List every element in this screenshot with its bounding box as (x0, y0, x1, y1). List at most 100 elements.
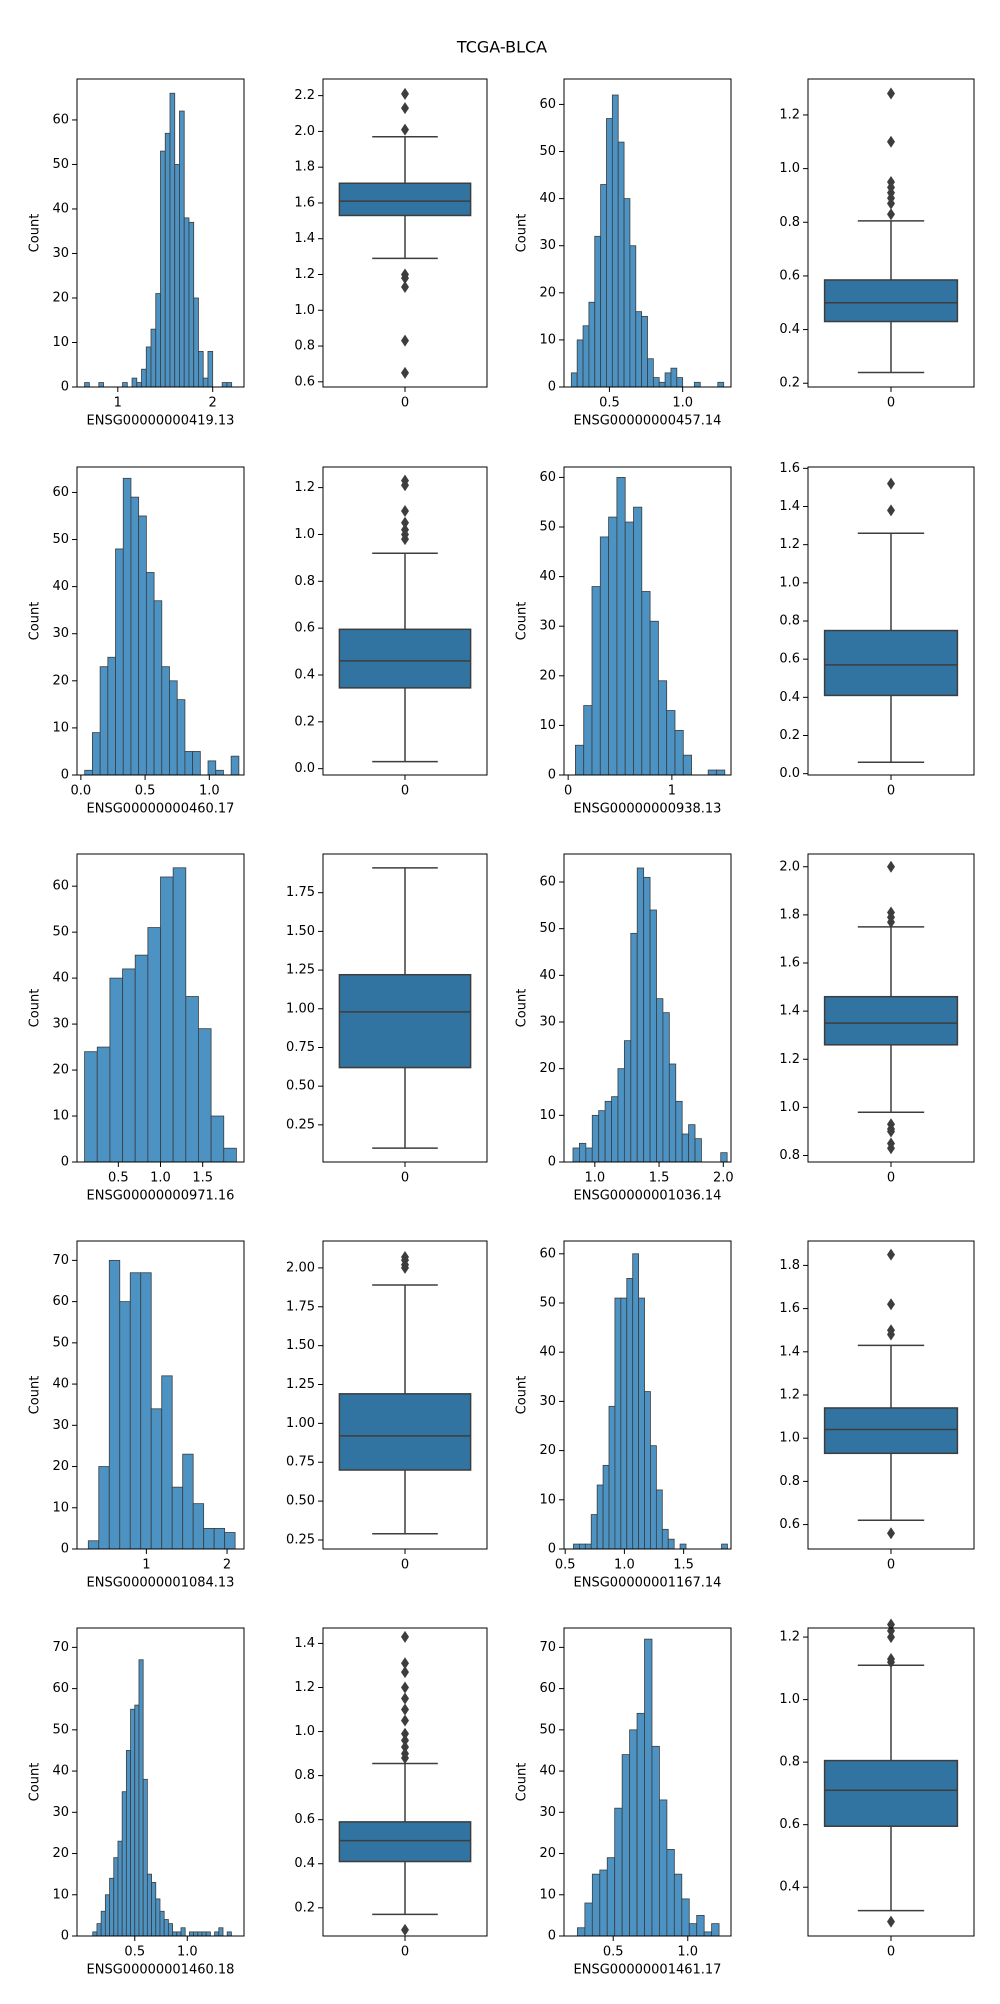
histogram-bar (657, 680, 668, 776)
histogram-bar (662, 1012, 670, 1163)
axes-frame (563, 853, 732, 1163)
histogram-bar (203, 1527, 215, 1550)
box (338, 1393, 472, 1471)
y-tick-label: 0 (548, 1155, 556, 1170)
x-tick-label: 2 (209, 396, 217, 411)
x-tick-label: 1.5 (649, 1171, 670, 1186)
histogram-bar (96, 1046, 111, 1163)
histogram-bar (155, 293, 161, 388)
axes-frame (322, 1627, 488, 1937)
axes-frame (807, 466, 975, 776)
histogram-bar (108, 1259, 121, 1550)
histogram-bar (130, 1708, 136, 1937)
histogram-bar (578, 1543, 586, 1550)
y-tick-label: 0.6 (779, 652, 800, 667)
histogram-bar (98, 382, 104, 388)
histogram-bar (679, 1543, 687, 1550)
y-tick-label: 0.2 (294, 1900, 315, 1915)
y-tick-label: 40 (52, 1764, 69, 1779)
y-tick-label: 1.00 (286, 1416, 315, 1431)
histogram-bar (169, 680, 178, 776)
outlier (401, 1740, 409, 1753)
axes-frame (322, 853, 488, 1163)
y-tick-label: 1.2 (779, 1388, 800, 1403)
y-tick-label: 60 (539, 1681, 556, 1696)
x-axis-label: ENSG00000001084.13 (87, 1576, 235, 1591)
y-tick-label: 1.50 (286, 1338, 315, 1353)
histogram-bar (599, 536, 610, 776)
histogram-bar (226, 1931, 232, 1937)
x-tick-label: 0.5 (599, 396, 620, 411)
outlier (887, 1125, 895, 1138)
subplot: 0 10 20 30 40 50 60 70 Count 0.5 1.0 ENSG0000000146… (515, 1627, 732, 1978)
histogram-bar (673, 1873, 683, 1937)
histogram-bar (92, 732, 101, 776)
y-tick-label: 2.0 (294, 124, 315, 139)
y-tick-label: 0.8 (294, 1768, 315, 1783)
histogram-bar (583, 705, 593, 776)
x-tick-label: 0.5 (124, 1945, 145, 1960)
histogram-bar (145, 346, 152, 388)
x-tick-label: 0 (887, 784, 895, 799)
y-tick-label: 1.2 (779, 1630, 800, 1645)
histogram-bar (629, 1729, 638, 1937)
histogram-bar (169, 92, 176, 388)
histogram-bar (626, 1277, 634, 1550)
histogram-bar (608, 1405, 616, 1550)
histogram-bar (142, 1778, 148, 1937)
histogram-bar (652, 377, 660, 388)
histogram-bar (117, 1840, 123, 1937)
histogram-bar (624, 521, 634, 776)
outlier (401, 533, 409, 546)
y-tick-label: 1.8 (779, 907, 800, 922)
histogram-bar (174, 164, 180, 388)
histogram-bar (711, 1923, 720, 1937)
y-axis-label: Count (515, 602, 530, 641)
subplot: 0.2 0.4 0.6 0.8 1.0 1.2 1.4 0 (294, 1627, 488, 1960)
y-tick-label: 1.25 (286, 1377, 315, 1392)
histogram-bar (594, 235, 602, 388)
histogram-bar (617, 141, 625, 388)
y-tick-label: 50 (539, 1295, 556, 1310)
x-axis-label: ENSG00000000419.13 (87, 414, 235, 429)
figure-title: TCGA-BLCA (456, 38, 547, 57)
y-tick-label: 0.6 (294, 621, 315, 636)
box (823, 279, 959, 323)
histogram-bar (164, 132, 171, 388)
x-tick-label: 0.0 (71, 784, 92, 799)
y-tick-label: 1.75 (286, 885, 315, 900)
histogram-bar (707, 769, 717, 776)
y-tick-label: 0.50 (286, 1079, 315, 1094)
y-axis-label: Count (515, 1763, 530, 1802)
histogram-bar (146, 1873, 152, 1937)
x-tick-label: 1 (114, 396, 122, 411)
outlier (887, 1631, 895, 1644)
y-tick-label: 0.50 (286, 1494, 315, 1509)
outlier (401, 334, 409, 347)
box (338, 973, 472, 1069)
x-tick-label: 0 (401, 784, 409, 799)
histogram-bar (167, 1923, 173, 1937)
histogram-bar (98, 1466, 110, 1550)
y-tick-label: 0 (61, 1542, 69, 1557)
histogram-bar (638, 1297, 645, 1550)
histogram-bar (202, 377, 209, 388)
y-tick-label: 0.6 (779, 268, 800, 283)
y-tick-label: 60 (52, 485, 69, 500)
y-tick-label: 50 (52, 532, 69, 547)
y-tick-label: 1.25 (286, 963, 315, 978)
histogram-bar (573, 1543, 580, 1550)
y-tick-label: 50 (539, 520, 556, 535)
outlier (401, 1751, 409, 1764)
outlier (887, 135, 895, 148)
axes-frame (563, 1240, 732, 1550)
histogram-bar (119, 1301, 131, 1550)
y-axis-label: Count (28, 1763, 43, 1802)
y-tick-label: 10 (52, 1887, 69, 1902)
y-tick-label: 10 (539, 718, 556, 733)
histogram-bar (100, 1910, 106, 1937)
histogram-bar (160, 150, 166, 388)
outlier (887, 1142, 895, 1155)
x-tick-label: 0 (887, 1171, 895, 1186)
